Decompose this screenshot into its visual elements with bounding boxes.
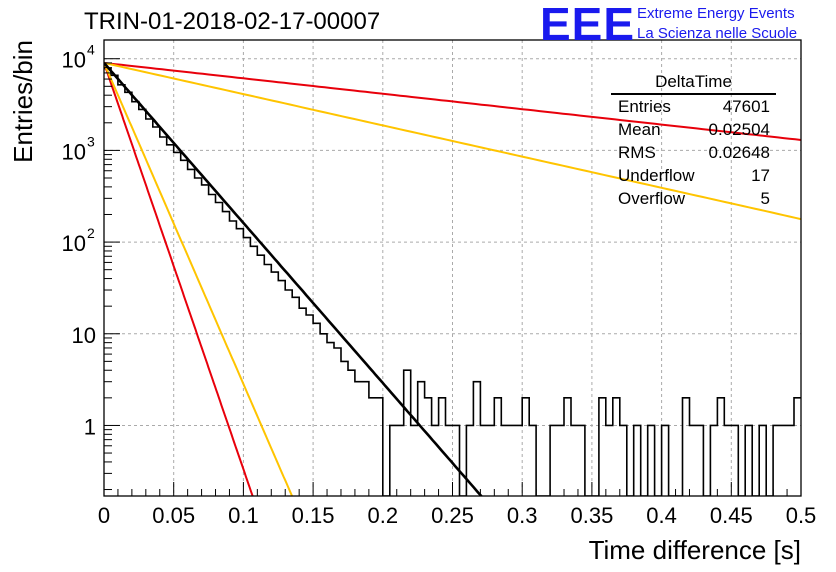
x-tick-label: 0.15	[292, 503, 335, 528]
logo-caption: Extreme Energy Events La Scienza nelle S…	[637, 4, 797, 44]
x-tick-label: 0.3	[507, 503, 538, 528]
fit-curve	[104, 62, 483, 496]
stats-label: RMS	[618, 143, 656, 162]
y-tick-exponent: 4	[87, 42, 95, 58]
stats-label: Overflow	[618, 189, 686, 208]
stats-row-underflow: Underflow 17	[611, 164, 776, 187]
histogram-outline	[104, 67, 801, 496]
y-tick-label: 10	[72, 323, 96, 348]
stats-value: 0.02504	[708, 120, 770, 139]
x-tick-label: 0.35	[570, 503, 613, 528]
stats-box: DeltaTime Entries 47601 Mean 0.02504 RMS…	[611, 72, 776, 210]
x-tick-label: 0.45	[710, 503, 753, 528]
stats-row-mean: Mean 0.02504	[611, 118, 776, 141]
eee-logo: EEE	[540, 0, 636, 50]
x-tick-label: 0.5	[786, 503, 817, 528]
x-tick-label: 0	[98, 503, 110, 528]
fit-curve	[104, 61, 801, 221]
y-axis-label: Entries/bin	[8, 40, 38, 163]
stats-row-rms: RMS 0.02648	[611, 141, 776, 164]
y-tick-exponent: 2	[87, 225, 95, 241]
stats-label: Mean	[618, 120, 661, 139]
chart-title: TRIN-01-2018-02-17-00007	[84, 8, 381, 35]
fit-curve	[104, 61, 801, 141]
stats-label: Entries	[618, 97, 671, 116]
logo-line-1: Extreme Energy Events	[637, 5, 795, 22]
x-axis-label: Time difference [s]	[589, 535, 801, 565]
stats-value: 0.02648	[708, 143, 770, 162]
stats-row-entries: Entries 47601	[611, 95, 776, 118]
y-tick-label: 10	[62, 231, 86, 256]
y-tick-label: 10	[62, 139, 86, 164]
x-tick-label: 0.05	[152, 503, 195, 528]
x-tick-label: 0.4	[646, 503, 677, 528]
stats-value: 17	[751, 166, 770, 185]
y-tick-exponent: 3	[87, 133, 95, 149]
stats-label: Underflow	[618, 166, 695, 185]
y-tick-label: 1	[84, 414, 96, 439]
y-tick-label: 10	[62, 48, 86, 73]
fit-curve	[104, 62, 294, 496]
stats-value: 47601	[722, 97, 770, 116]
fit-curve	[104, 62, 254, 496]
logo-line-2: La Scienza nelle Scuole	[637, 25, 798, 42]
stats-title: DeltaTime	[611, 72, 776, 95]
x-tick-label: 0.25	[431, 503, 474, 528]
stats-row-overflow: Overflow 5	[611, 187, 776, 210]
stats-value: 5	[760, 189, 770, 208]
x-tick-label: 0.1	[228, 503, 259, 528]
x-tick-label: 0.2	[368, 503, 399, 528]
